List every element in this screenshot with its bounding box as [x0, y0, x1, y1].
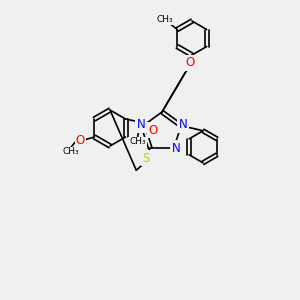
Text: S: S [142, 152, 150, 165]
Text: O: O [148, 124, 157, 136]
Text: O: O [185, 56, 195, 70]
Text: CH₃: CH₃ [157, 15, 174, 24]
Text: CH₃: CH₃ [62, 148, 79, 157]
Text: N: N [136, 118, 146, 131]
Text: CH₃: CH₃ [129, 137, 146, 146]
Text: O: O [76, 134, 85, 146]
Text: N: N [178, 118, 188, 131]
Text: N: N [171, 142, 180, 155]
